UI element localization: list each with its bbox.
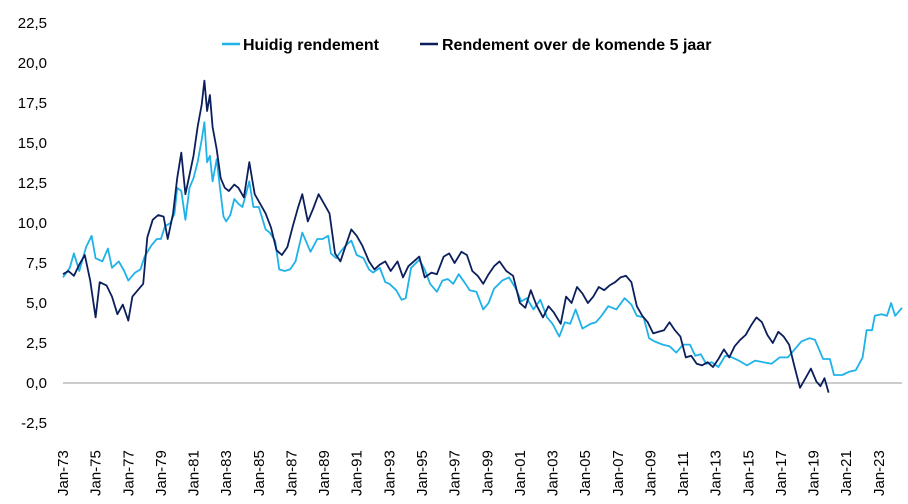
- x-tick-label: Jan-13: [708, 450, 725, 496]
- x-tick-label: Jan-05: [577, 450, 594, 496]
- y-tick-label: 22,5: [18, 15, 47, 32]
- x-tick-label: Jan-07: [610, 450, 627, 496]
- x-tick-label: Jan-17: [773, 450, 790, 496]
- x-tick-label: Jan-99: [479, 450, 496, 496]
- x-tick-label: Jan-21: [838, 450, 855, 496]
- x-tick-label: Jan-91: [349, 450, 366, 496]
- x-tick-label: Jan-77: [120, 450, 137, 496]
- x-tick-label: Jan-03: [545, 450, 562, 496]
- y-tick-label: 7,5: [26, 255, 47, 272]
- y-tick-label: 5,0: [26, 295, 47, 312]
- y-tick-label: -2,5: [21, 415, 47, 432]
- y-tick-label: 10,0: [18, 215, 47, 232]
- x-axis: Jan-73 Jan-75 Jan-77 Jan-79 Jan-81 Jan-83 Jan-…: [55, 382, 902, 496]
- x-tick-label: Jan-93: [381, 450, 398, 496]
- y-axis: 22,5 20,0 17,5 15,0 12,5 10,0 7,5 5,0 2,5 0,0 -2,5: [18, 15, 47, 432]
- x-tick-label: Jan-87: [283, 450, 300, 496]
- x-tick-label: Jan-73: [55, 450, 72, 496]
- x-tick-label: Jan-83: [218, 450, 235, 496]
- series-line-rendement-komende-5-jaar: [62, 79, 830, 393]
- y-tick-label: 15,0: [18, 135, 47, 152]
- x-tick-label: Jan-23: [871, 450, 888, 496]
- y-tick-label: 2,5: [26, 335, 47, 352]
- x-tick-label: Jan-11: [675, 451, 692, 496]
- x-tick-label: Jan-01: [512, 450, 529, 496]
- x-tick-label: Jan-79: [153, 450, 170, 496]
- y-tick-label: 17,5: [18, 95, 47, 112]
- legend-label-rendement-komende-5-jaar: Rendement over de komende 5 jaar: [442, 37, 711, 54]
- x-tick-label: Jan-19: [806, 450, 823, 496]
- x-tick-label: Jan-09: [642, 450, 659, 496]
- x-tick-label: Jan-89: [316, 450, 333, 496]
- x-tick-label: Jan-85: [251, 450, 268, 496]
- y-tick-label: 0,0: [26, 375, 47, 392]
- y-tick-label: 20,0: [18, 55, 47, 72]
- legend-label-huidig-rendement: Huidig rendement: [243, 37, 380, 54]
- x-tick-label: Jan-97: [447, 450, 464, 496]
- y-tick-label: 12,5: [18, 175, 47, 192]
- x-tick-label: Jan-75: [88, 450, 105, 496]
- x-tick-label: Jan-15: [740, 450, 757, 496]
- legend: Huidig rendement Rendement over de komen…: [222, 37, 711, 54]
- x-tick-label: Jan-95: [414, 450, 431, 496]
- series-layer: [62, 79, 903, 393]
- series-line-huidig-rendement: [62, 121, 903, 376]
- x-tick-label: Jan-81: [186, 450, 203, 496]
